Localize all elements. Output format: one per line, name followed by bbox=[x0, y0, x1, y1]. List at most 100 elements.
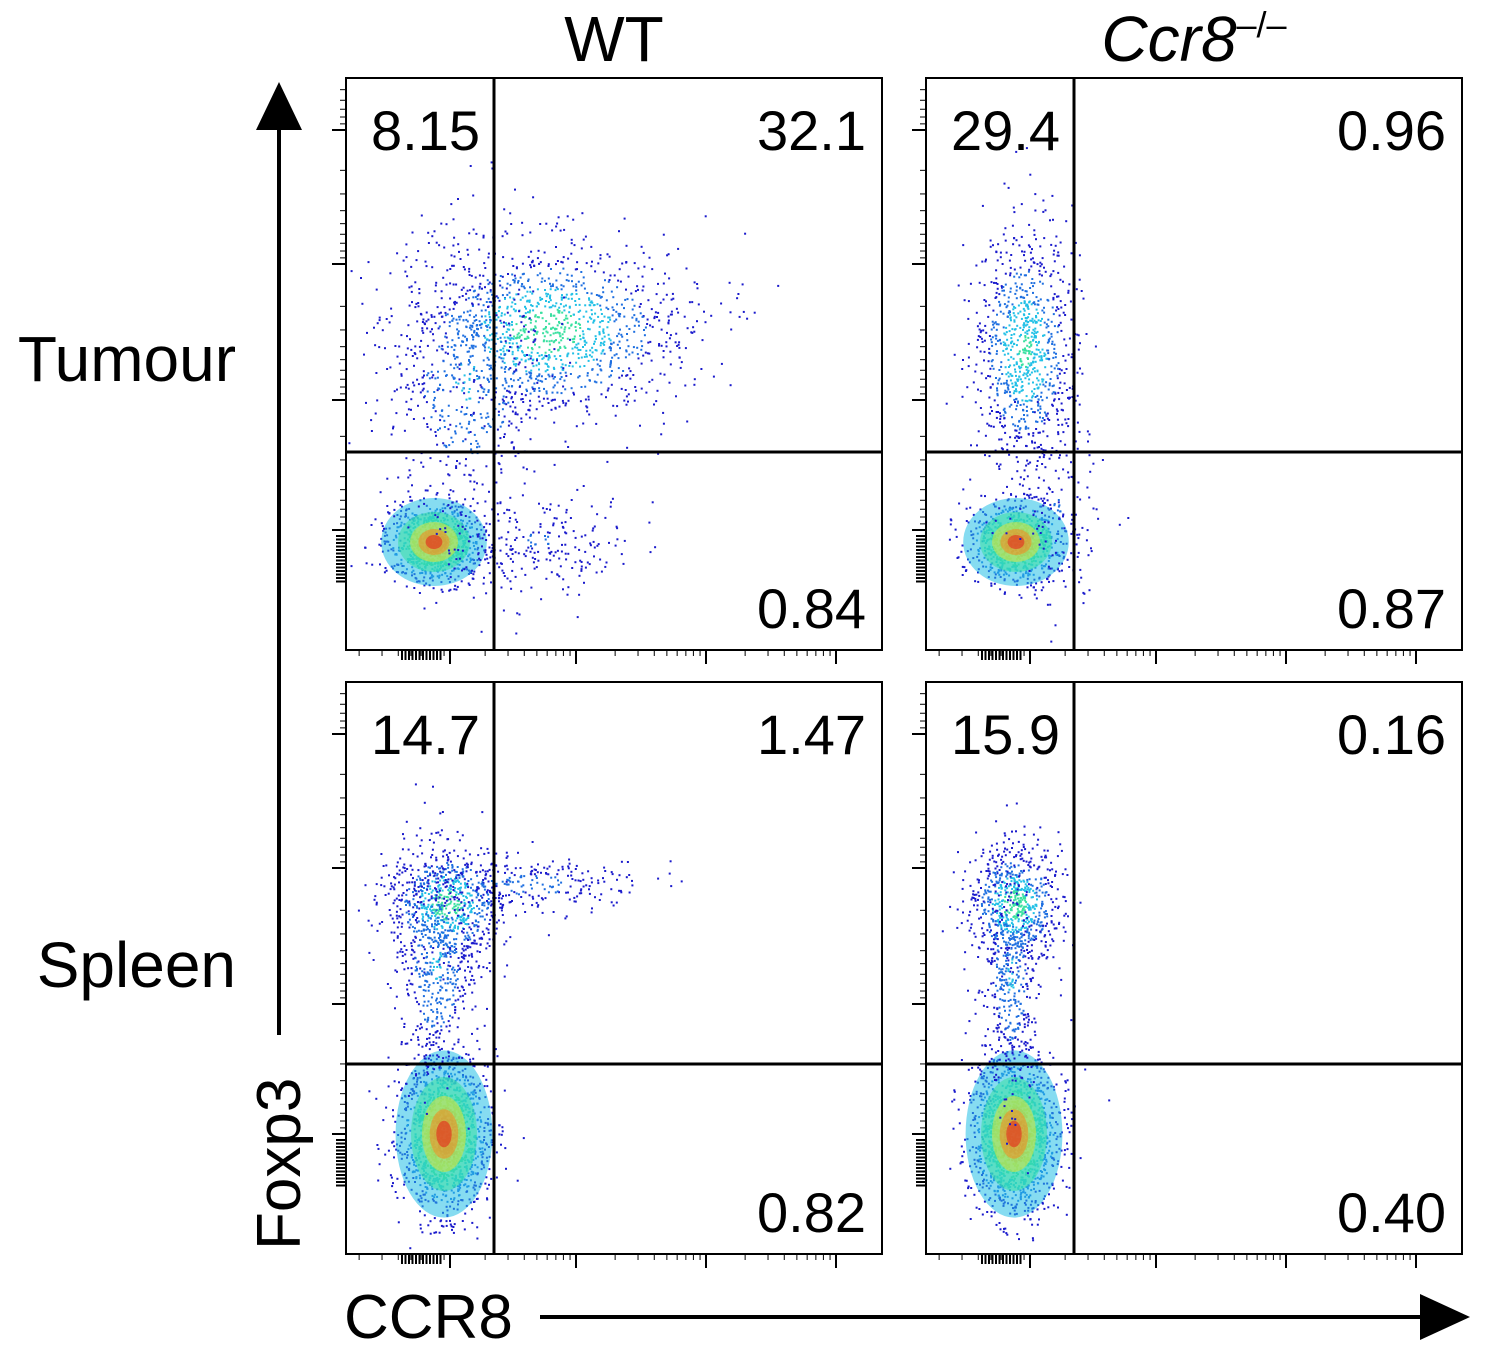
event-dot bbox=[437, 370, 439, 373]
event-dot bbox=[444, 527, 447, 530]
event-dot bbox=[1013, 275, 1016, 278]
event-dot bbox=[383, 527, 385, 530]
event-dot bbox=[1037, 409, 1040, 412]
event-dot bbox=[1017, 378, 1020, 381]
event-dot bbox=[1051, 385, 1054, 388]
event-dot bbox=[677, 343, 680, 346]
event-dot bbox=[553, 376, 556, 378]
event-dot bbox=[390, 398, 393, 401]
event-dot bbox=[599, 359, 602, 362]
event-dot bbox=[530, 586, 533, 589]
event-dot bbox=[510, 549, 513, 551]
event-dot bbox=[533, 551, 536, 554]
event-dot bbox=[692, 326, 695, 329]
event-dot bbox=[435, 241, 438, 244]
event-dot bbox=[485, 319, 488, 322]
event-dot bbox=[529, 438, 532, 441]
event-dot bbox=[423, 607, 426, 610]
event-dot bbox=[570, 242, 573, 245]
event-dot bbox=[549, 297, 551, 300]
event-dot bbox=[956, 557, 959, 559]
event-dot bbox=[475, 440, 478, 442]
event-dot bbox=[1085, 333, 1088, 335]
event-dot bbox=[443, 306, 446, 309]
event-dot bbox=[1035, 428, 1038, 430]
event-dot bbox=[410, 290, 413, 293]
event-dot bbox=[1037, 299, 1040, 302]
event-dot bbox=[630, 292, 633, 295]
event-dot bbox=[392, 427, 394, 430]
event-dot bbox=[538, 354, 541, 357]
event-dot bbox=[1024, 331, 1027, 334]
plot-frame bbox=[345, 77, 883, 651]
event-dot bbox=[574, 300, 577, 302]
event-dot bbox=[1035, 331, 1038, 334]
event-dot bbox=[984, 304, 987, 307]
event-dot bbox=[530, 304, 533, 307]
event-dot bbox=[1012, 312, 1015, 315]
event-dot bbox=[552, 341, 555, 344]
event-dot bbox=[544, 538, 547, 541]
event-dot bbox=[575, 283, 578, 286]
event-dot bbox=[395, 412, 398, 415]
event-dot bbox=[426, 344, 429, 347]
event-dot bbox=[534, 315, 537, 318]
event-dot bbox=[567, 446, 570, 448]
event-dot bbox=[544, 354, 547, 357]
event-dot bbox=[561, 294, 563, 297]
event-dot bbox=[619, 280, 622, 283]
event-dot bbox=[563, 328, 566, 331]
event-dot bbox=[570, 387, 573, 390]
event-dot bbox=[995, 334, 998, 337]
event-dot bbox=[573, 335, 576, 338]
event-dot bbox=[537, 303, 540, 306]
event-dot bbox=[1039, 245, 1042, 248]
event-dot bbox=[405, 353, 408, 356]
event-dot bbox=[1018, 431, 1021, 434]
event-dot bbox=[551, 283, 554, 286]
event-dot bbox=[456, 322, 459, 325]
event-dot bbox=[1021, 389, 1024, 392]
event-dot bbox=[1052, 384, 1055, 387]
event-dot bbox=[512, 265, 515, 267]
event-dot bbox=[537, 395, 540, 398]
event-dot bbox=[1025, 290, 1028, 293]
event-dot bbox=[470, 414, 473, 417]
event-dot bbox=[1016, 353, 1019, 356]
event-dot bbox=[478, 396, 481, 399]
event-dot bbox=[1027, 316, 1030, 319]
event-dot bbox=[538, 363, 541, 366]
event-dot bbox=[1055, 352, 1057, 355]
event-dot bbox=[514, 575, 517, 578]
event-dot bbox=[1025, 304, 1028, 307]
event-dot bbox=[446, 345, 449, 348]
event-dot bbox=[530, 541, 533, 544]
event-dot bbox=[554, 551, 557, 554]
event-dot bbox=[1061, 423, 1064, 426]
event-dot bbox=[390, 307, 393, 310]
event-dot bbox=[1010, 254, 1013, 256]
event-dot bbox=[507, 337, 510, 340]
event-dot bbox=[1012, 308, 1015, 311]
event-dot bbox=[556, 260, 559, 262]
event-dot bbox=[556, 308, 559, 311]
event-dot bbox=[559, 565, 562, 568]
event-dot bbox=[1052, 296, 1055, 299]
event-dot bbox=[548, 354, 551, 357]
event-dot bbox=[525, 413, 528, 416]
event-dot bbox=[497, 513, 499, 516]
event-dot bbox=[489, 364, 492, 367]
event-dot bbox=[407, 408, 410, 411]
event-dot bbox=[627, 275, 630, 278]
event-dot bbox=[961, 368, 964, 370]
event-dot bbox=[1039, 416, 1041, 419]
event-dot bbox=[548, 306, 551, 309]
event-dot bbox=[556, 288, 559, 291]
event-dot bbox=[484, 267, 487, 269]
event-dot bbox=[1016, 401, 1019, 404]
event-dot bbox=[516, 345, 519, 348]
plot-panel-tumour-wt: 8.15 32.10.84 bbox=[332, 77, 883, 664]
event-dot bbox=[589, 544, 592, 547]
event-dot bbox=[502, 572, 505, 574]
event-dot bbox=[504, 366, 507, 368]
